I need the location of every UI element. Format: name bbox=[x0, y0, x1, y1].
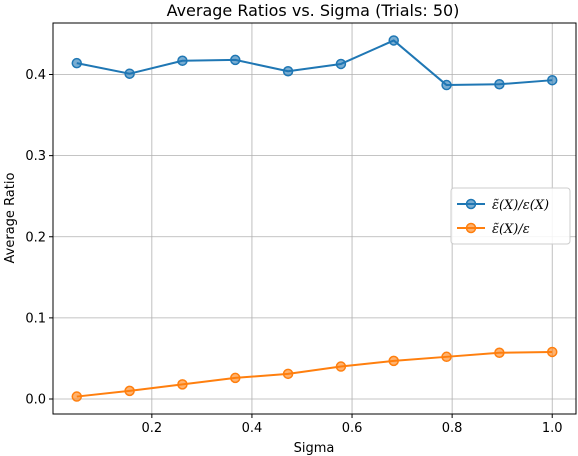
legend-box bbox=[450, 187, 571, 245]
series-1-point bbox=[494, 78, 505, 90]
series-1 bbox=[71, 35, 558, 91]
legend-label-series-1: ε̃(X)/ε(X) bbox=[492, 198, 549, 213]
legend-marker-series-1 bbox=[465, 198, 477, 210]
y-axis-ticks: 0.0 0.1 0.2 0.3 0.4 bbox=[25, 68, 53, 407]
series-1-point bbox=[230, 54, 241, 66]
y-tick-label: 0.1 bbox=[25, 311, 46, 326]
legend-label-series-2: ε̃(X)/ε bbox=[492, 222, 530, 237]
legend: ε̃(X)/ε(X) ε̃(X)/ε bbox=[450, 187, 571, 245]
x-tick-label: 0.4 bbox=[242, 421, 263, 436]
series-2-point bbox=[546, 346, 558, 358]
series-1-line bbox=[76, 39, 553, 87]
series-1-point bbox=[177, 55, 188, 66]
series-2-point bbox=[230, 372, 241, 384]
series-2-point bbox=[335, 361, 347, 372]
series-2-point bbox=[282, 368, 294, 380]
series-2-line bbox=[76, 350, 553, 398]
x-tick-label: 1.0 bbox=[542, 421, 563, 436]
legend-marker-series-2 bbox=[465, 222, 477, 234]
chart-title: Average Ratios vs. Sigma (Trials: 50) bbox=[167, 1, 460, 20]
series-1-point bbox=[124, 68, 135, 79]
series-2-point bbox=[124, 385, 135, 397]
x-axis-label: Sigma bbox=[294, 441, 335, 456]
series-1-point bbox=[388, 35, 399, 46]
series-1-point bbox=[546, 74, 558, 86]
plot-frame bbox=[52, 22, 577, 415]
series-1-point bbox=[335, 58, 347, 70]
series-2-point bbox=[441, 351, 452, 363]
x-tick-label: 0.6 bbox=[342, 421, 363, 436]
series-1-point bbox=[282, 66, 294, 77]
series-1-point bbox=[441, 79, 452, 91]
y-tick-label: 0.3 bbox=[25, 149, 46, 164]
series-2-point bbox=[494, 347, 505, 359]
y-tick-label: 0.2 bbox=[25, 230, 46, 245]
series-2-point bbox=[388, 355, 399, 367]
series-2-point bbox=[71, 391, 83, 402]
x-axis-ticks: 0.2 0.4 0.6 0.8 1.0 bbox=[142, 414, 563, 436]
series-1-point bbox=[71, 57, 83, 69]
x-tick-label: 0.2 bbox=[142, 421, 163, 436]
series-layer bbox=[71, 35, 558, 402]
y-tick-label: 0.0 bbox=[25, 392, 46, 407]
series-2-point bbox=[177, 379, 188, 390]
x-tick-label: 0.8 bbox=[442, 421, 463, 436]
y-tick-label: 0.4 bbox=[25, 68, 46, 83]
series-2 bbox=[71, 346, 558, 402]
y-axis-label: Average Ratio bbox=[3, 173, 18, 264]
